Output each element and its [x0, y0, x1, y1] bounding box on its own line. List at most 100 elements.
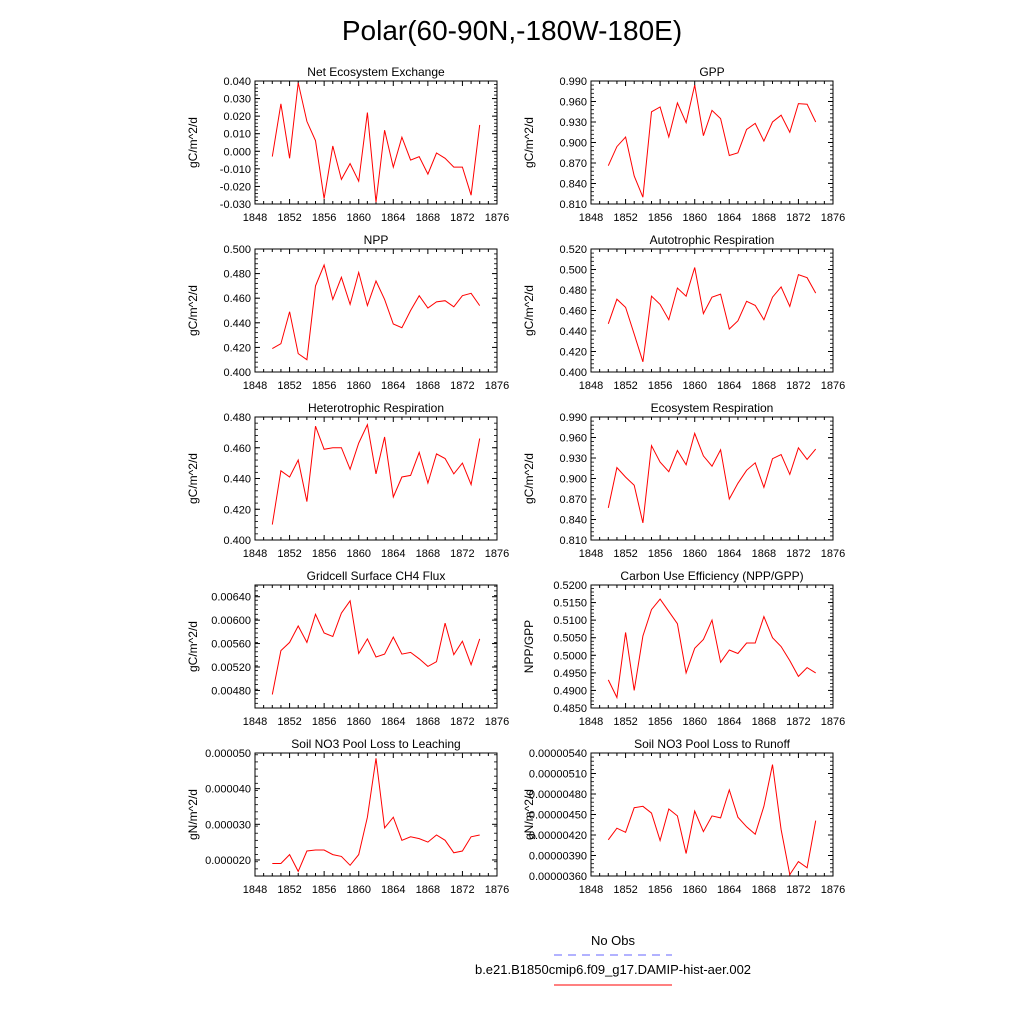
y-axis-label: gC/m^2/d [186, 285, 200, 336]
x-tick-label: 1860 [682, 884, 706, 896]
plot-frame [254, 584, 498, 709]
y-tick-label: 0.00520 [211, 662, 251, 674]
chart-panel-10: Soil NO3 Pool Loss to Runoff 1848 1852 1856… [522, 737, 845, 896]
x-tick-label: 1852 [613, 548, 637, 560]
x-tick-label: 1848 [243, 212, 267, 224]
y-tick-label: 0.5100 [553, 615, 587, 627]
y-tick-label: -0.030 [220, 199, 251, 211]
x-tick-label: 1876 [821, 380, 845, 392]
x-tick-label: 1868 [752, 884, 776, 896]
y-tick-label: 0.00560 [211, 639, 251, 651]
x-tick-label: 1860 [682, 380, 706, 392]
x-tick-label: 1860 [346, 884, 370, 896]
x-tick-label: 1868 [752, 548, 776, 560]
y-axis-label: NPP/GPP [522, 620, 536, 673]
y-tick-label: 0.400 [223, 367, 251, 379]
x-tick-label: 1864 [381, 716, 405, 728]
x-tick-label: 1872 [786, 884, 810, 896]
x-tick-label: 1864 [717, 716, 741, 728]
x-tick-label: 1856 [648, 716, 672, 728]
legend-obs-label: No Obs [591, 933, 636, 948]
plot-frame [590, 248, 834, 373]
y-tick-label: 0.480 [223, 412, 251, 424]
x-tick-label: 1868 [752, 212, 776, 224]
y-tick-label: 0.400 [559, 367, 587, 379]
x-tick-label: 1848 [243, 380, 267, 392]
y-tick-label: 0.840 [559, 515, 587, 527]
x-tick-label: 1848 [579, 380, 603, 392]
y-tick-label: 0.00000390 [529, 851, 587, 863]
x-tick-label: 1852 [613, 884, 637, 896]
panel-title: Soil NO3 Pool Loss to Runoff [634, 737, 791, 751]
panel-title: Soil NO3 Pool Loss to Leaching [291, 737, 460, 751]
panel-title: NPP [364, 233, 389, 247]
series-line [607, 267, 817, 362]
y-tick-label: 0.420 [223, 504, 251, 516]
x-tick-label: 1864 [381, 884, 405, 896]
y-tick-label: 0.5000 [553, 650, 587, 662]
x-tick-label: 1852 [613, 380, 637, 392]
x-tick-label: 1876 [821, 212, 845, 224]
y-tick-label: 0.520 [559, 244, 587, 256]
y-axis-label: gC/m^2/d [186, 621, 200, 672]
x-tick-label: 1856 [312, 548, 336, 560]
x-tick-label: 1852 [277, 212, 301, 224]
x-tick-label: 1864 [717, 884, 741, 896]
y-tick-label: 0.4900 [553, 685, 587, 697]
series-line [271, 423, 481, 525]
y-tick-label: 0.960 [559, 433, 587, 445]
panels: Net Ecosystem Exchange 1848 1852 1856 1860 18… [186, 65, 845, 896]
x-tick-label: 1856 [648, 380, 672, 392]
y-axis-label: gC/m^2/d [522, 117, 536, 168]
y-tick-label: 0.5200 [553, 580, 587, 592]
plot-frame [254, 416, 498, 541]
y-tick-label: 0.4850 [553, 703, 587, 715]
y-tick-label: 0.5050 [553, 633, 587, 645]
chart-panel-1: Net Ecosystem Exchange 1848 1852 1856 1860 18… [186, 65, 509, 224]
x-tick-label: 1876 [821, 884, 845, 896]
y-tick-label: 0.990 [559, 76, 587, 88]
plot-frame [254, 248, 498, 373]
y-tick-label: 0.00640 [211, 592, 251, 604]
y-tick-label: 0.5150 [553, 598, 587, 610]
y-tick-label: 0.00000420 [529, 830, 587, 842]
x-tick-label: 1848 [579, 716, 603, 728]
x-tick-label: 1872 [786, 548, 810, 560]
y-tick-label: 0.000050 [205, 748, 251, 760]
y-tick-label: 0.900 [559, 138, 587, 150]
y-tick-label: 0.400 [223, 535, 251, 547]
series-line [607, 431, 817, 524]
y-tick-label: 0.00480 [211, 685, 251, 697]
y-axis-label: gC/m^2/d [522, 453, 536, 504]
x-tick-label: 1864 [717, 380, 741, 392]
panel-title: Net Ecosystem Exchange [307, 65, 445, 79]
x-tick-label: 1856 [648, 884, 672, 896]
chart-panel-9: Soil NO3 Pool Loss to Leaching 1848 1852 18… [186, 737, 509, 896]
y-tick-label: 0.00600 [211, 615, 251, 627]
y-tick-label: 0.870 [559, 494, 587, 506]
x-tick-label: 1856 [648, 212, 672, 224]
x-tick-label: 1856 [312, 380, 336, 392]
y-tick-label: 0.500 [559, 265, 587, 277]
y-tick-label: 0.480 [559, 285, 587, 297]
series-line [271, 599, 481, 695]
x-tick-label: 1860 [346, 380, 370, 392]
y-tick-label: 0.500 [223, 244, 251, 256]
x-tick-label: 1860 [346, 716, 370, 728]
y-tick-label: 0.460 [223, 293, 251, 305]
y-tick-label: 0.990 [559, 412, 587, 424]
panel-title: Carbon Use Efficiency (NPP/GPP) [620, 569, 803, 583]
series-line [607, 598, 816, 700]
y-tick-label: 0.00000480 [529, 789, 587, 801]
y-axis-label: gN/m^2/d [522, 789, 536, 840]
x-tick-label: 1876 [821, 548, 845, 560]
x-tick-label: 1868 [416, 380, 440, 392]
x-tick-label: 1856 [312, 716, 336, 728]
x-tick-label: 1856 [648, 548, 672, 560]
x-tick-label: 1876 [821, 716, 845, 728]
y-tick-label: 0.440 [223, 474, 251, 486]
series-line [272, 758, 480, 873]
y-tick-label: 0.420 [559, 347, 587, 359]
y-tick-label: 0.840 [559, 179, 587, 191]
series-line [607, 764, 817, 876]
